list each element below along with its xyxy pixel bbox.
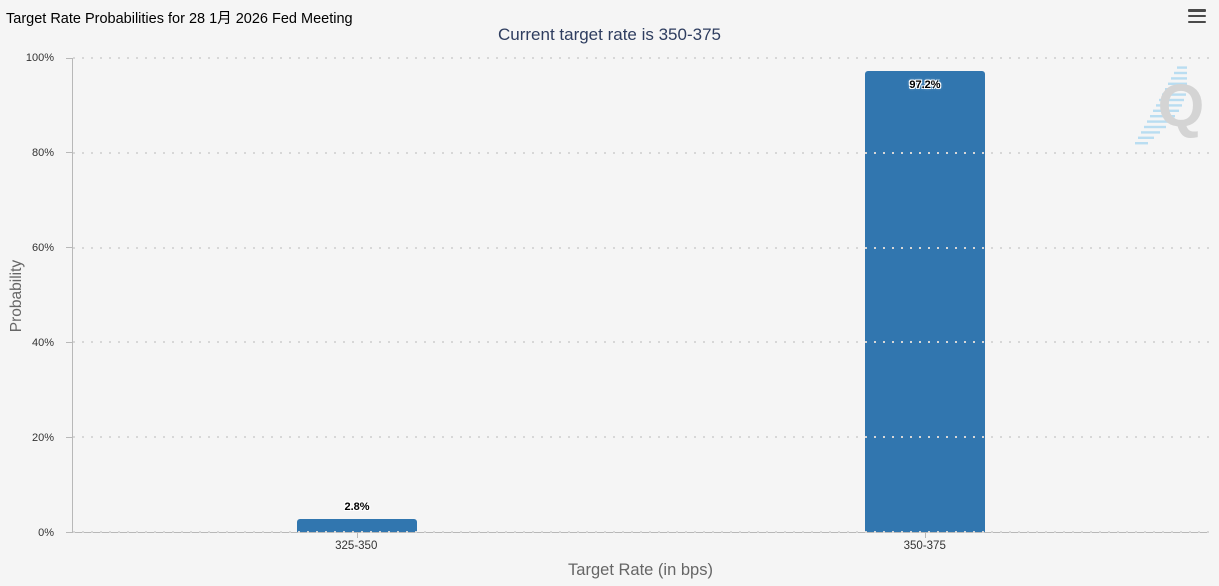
x-axis-category-labels: 325-350 350-375 [72, 540, 1209, 556]
y-axis-labels: 0% 20% 40% 60% 80% 100% [0, 52, 64, 539]
gridline [73, 151, 1209, 154]
x-category-label: 350-375 [903, 540, 946, 552]
gridline [73, 436, 1209, 439]
bar-slot: 2.8% [73, 58, 641, 532]
x-axis-tick [357, 532, 358, 538]
chart-subtitle: Current target rate is 350-375 [497, 25, 721, 44]
svg-text:Q: Q [1158, 72, 1205, 139]
y-tick-label: 20% [31, 432, 54, 444]
gridline [73, 246, 1209, 249]
y-tick-label: 60% [31, 242, 54, 254]
x-axis-title: Target Rate (in bps) [568, 561, 713, 579]
x-category-label: 325-350 [335, 540, 378, 552]
hamburger-bar [1188, 14, 1206, 18]
gridline [73, 531, 1209, 533]
y-axis-tick [66, 152, 72, 154]
y-axis-tick [66, 57, 72, 59]
y-tick-label: 0% [38, 527, 54, 539]
x-axis-tick [925, 532, 926, 538]
gridline [73, 341, 1209, 344]
bar-value-label: 97.2% [909, 79, 941, 92]
gridline [73, 57, 1209, 59]
chart-title: Target Rate Probabilities for 28 1月 2026… [6, 11, 353, 27]
y-tick-label: 100% [25, 52, 54, 64]
bar-value-label: 2.8% [344, 500, 370, 513]
y-axis-tick [66, 247, 72, 249]
bar-350-375[interactable] [865, 71, 985, 532]
bar-325-350[interactable] [297, 518, 417, 532]
y-tick-label: 80% [31, 147, 54, 159]
y-axis-tick [66, 341, 72, 343]
q-logo-watermark-icon: Q [1135, 66, 1205, 145]
hamburger-bar [1188, 20, 1206, 23]
plot-area: 2.8% 97.2% [66, 57, 1209, 538]
y-axis-tick [66, 436, 72, 438]
bar-slot: 97.2% [641, 58, 1209, 532]
y-axis-tick [66, 531, 72, 533]
hamburger-menu-icon[interactable] [1188, 8, 1206, 24]
hamburger-bar [1188, 9, 1206, 12]
y-tick-label: 40% [31, 337, 54, 349]
